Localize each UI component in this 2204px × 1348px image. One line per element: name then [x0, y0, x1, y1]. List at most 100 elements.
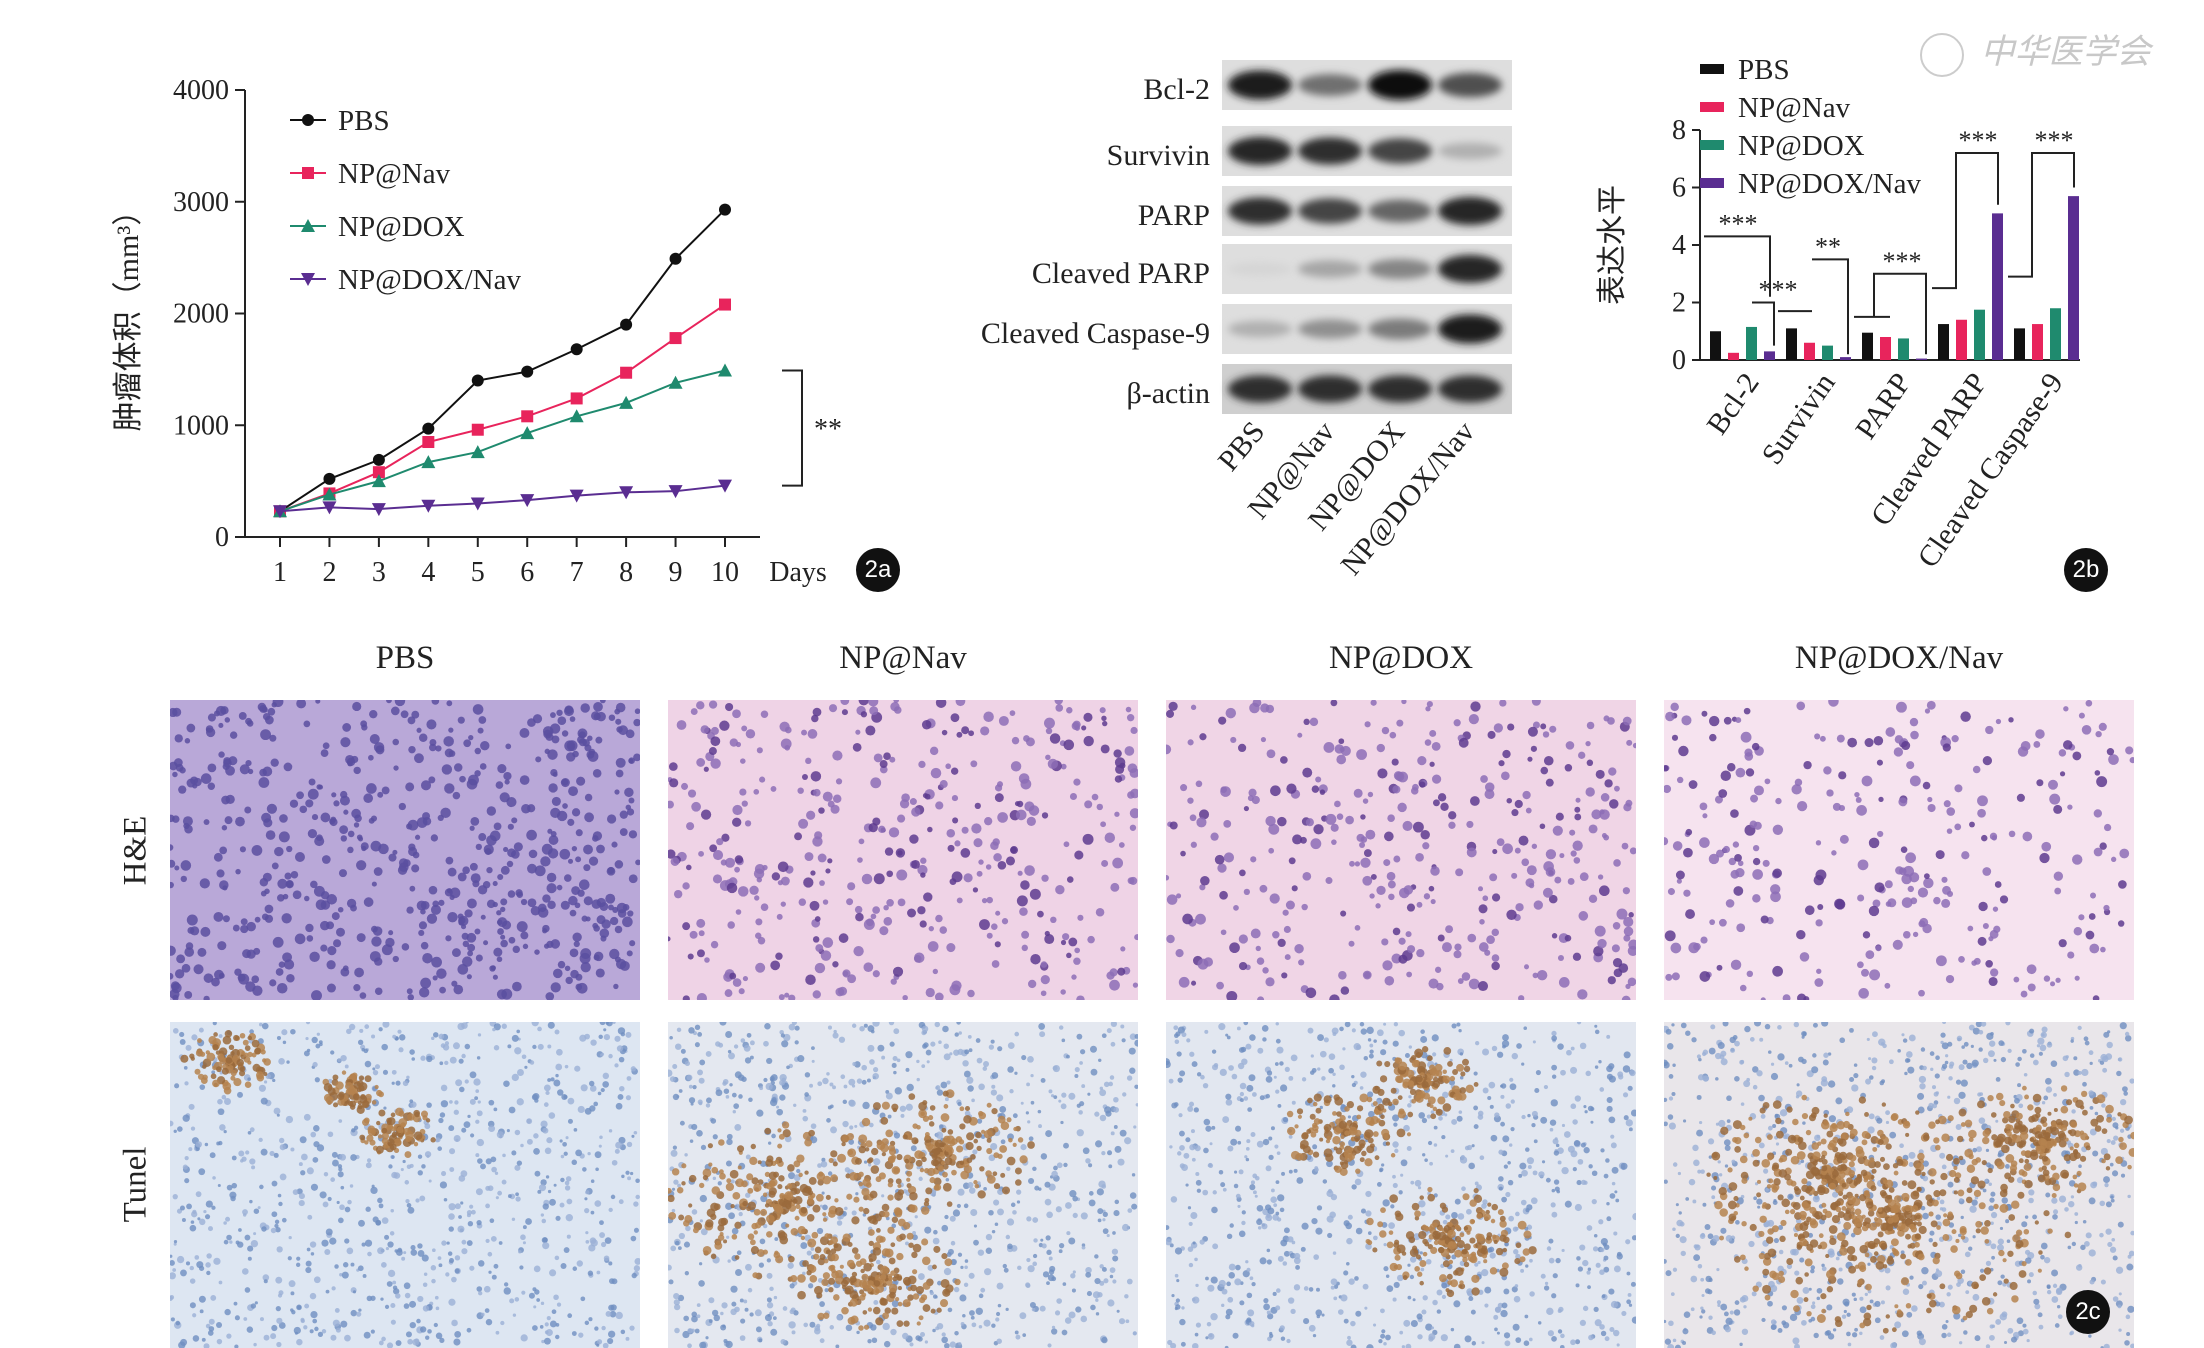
tunel-nucleus [477, 1158, 483, 1164]
tunel-positive-cell [973, 1180, 977, 1184]
tunel-nucleus [1112, 1249, 1118, 1255]
he-nucleus [1717, 965, 1723, 971]
tunel-positive-cell [923, 1282, 931, 1290]
tunel-positive-cell [908, 1242, 913, 1247]
tunel-positive-cell [908, 1093, 915, 1100]
he-nucleus [1733, 841, 1739, 847]
he-nucleus [1498, 760, 1504, 766]
he-nucleus [2044, 975, 2050, 981]
he-nucleus [354, 822, 359, 827]
he-nucleus [1893, 940, 1903, 950]
tunel-nucleus [1038, 1023, 1045, 1030]
he-nucleus [897, 815, 905, 823]
tunel-nucleus [447, 1241, 450, 1244]
tunel-nucleus [673, 1179, 678, 1184]
tunel-positive-cell [855, 1158, 862, 1165]
tunel-nucleus [695, 1329, 700, 1334]
he-nucleus [533, 714, 542, 723]
he-nucleus [476, 955, 483, 962]
tunel-nucleus [634, 1265, 640, 1271]
tunel-nucleus [248, 1131, 252, 1135]
he-nucleus [1486, 935, 1495, 944]
he-nucleus [2075, 976, 2080, 981]
he-nucleus [1670, 703, 1678, 711]
he-nucleus [219, 847, 227, 855]
tunel-nucleus [289, 1236, 292, 1239]
tunel-positive-cell [843, 1233, 851, 1241]
he-nucleus [1074, 948, 1080, 954]
tunel-nucleus [459, 1175, 466, 1182]
tunel-nucleus [1582, 1260, 1588, 1266]
bar [2014, 328, 2025, 360]
tunel-positive-cell [920, 1112, 924, 1116]
he-nucleus [1066, 707, 1072, 713]
he-nucleus [733, 978, 742, 987]
he-nucleus [2055, 978, 2060, 983]
tunel-nucleus [253, 1343, 256, 1346]
tunel-nucleus [960, 1266, 963, 1269]
he-nucleus [529, 850, 538, 859]
tunel-nucleus [771, 1134, 776, 1139]
blot-band [1368, 200, 1432, 223]
tunel-positive-cell [240, 1066, 246, 1072]
tunel-nucleus [1383, 1023, 1386, 1026]
he-nucleus [1990, 968, 1998, 976]
tunel-nucleus [338, 1059, 341, 1062]
tunel-positive-cell [965, 1106, 970, 1111]
he-nucleus [369, 710, 377, 718]
he-nucleus [1580, 872, 1589, 881]
tunel-positive-cell [1013, 1127, 1017, 1131]
he-nucleus [669, 778, 678, 787]
tunel-nucleus [971, 1099, 975, 1103]
tunel-nucleus [1226, 1282, 1231, 1287]
he-nucleus [570, 716, 576, 722]
tunel-nucleus [883, 1323, 890, 1330]
tunel-positive-cell [858, 1325, 864, 1331]
he-nucleus [354, 968, 364, 978]
he-nucleus [1397, 772, 1408, 783]
tunel-nucleus [209, 1326, 215, 1332]
he-nucleus [452, 948, 461, 957]
tunel-positive-cell [847, 1148, 856, 1157]
tunel-nucleus [1122, 1092, 1126, 1096]
tunel-nucleus [317, 1144, 324, 1151]
tunel-nucleus [1240, 1092, 1244, 1096]
he-nucleus [713, 874, 722, 883]
tunel-positive-cell [222, 1068, 229, 1075]
tunel-nucleus [1081, 1212, 1088, 1219]
tunel-nucleus [830, 1325, 835, 1330]
tunel-nucleus [843, 1100, 847, 1104]
he-nucleus [262, 914, 269, 921]
he-nucleus [709, 747, 717, 755]
tunel-nucleus [392, 1281, 396, 1285]
tunel-nucleus [734, 1044, 738, 1048]
tunel-nucleus [1348, 1215, 1353, 1220]
he-nucleus [474, 928, 480, 934]
he-nucleus [274, 847, 283, 856]
tunel-nucleus [763, 1078, 767, 1082]
tunel-nucleus [1207, 1322, 1212, 1327]
tunel-nucleus [585, 1240, 589, 1244]
col-label-np-dox: NP@DOX [1166, 640, 1636, 677]
tunel-nucleus [1257, 1205, 1264, 1212]
he-nucleus [1753, 858, 1760, 865]
he-nucleus [1114, 812, 1119, 817]
he-nucleus [458, 914, 464, 920]
tunel-nucleus [319, 1040, 323, 1044]
tunel-nucleus [191, 1220, 195, 1224]
tunel-nucleus [864, 1024, 868, 1028]
tunel-nucleus [381, 1262, 387, 1268]
tunel-nucleus [537, 1027, 542, 1032]
he-nucleus [197, 948, 206, 957]
he-nucleus [1112, 858, 1123, 869]
tunel-nucleus [618, 1094, 624, 1100]
tunel-positive-cell [731, 1204, 735, 1208]
tunel-nucleus [1551, 1065, 1557, 1071]
tunel-nucleus [1006, 1167, 1010, 1171]
tunel-nucleus [1040, 1306, 1046, 1312]
tunel-nucleus [727, 1134, 733, 1140]
he-nucleus [583, 864, 590, 871]
tunel-nucleus [449, 1167, 454, 1172]
he-nucleus [2050, 981, 2055, 986]
tunel-positive-cell [834, 1198, 838, 1202]
